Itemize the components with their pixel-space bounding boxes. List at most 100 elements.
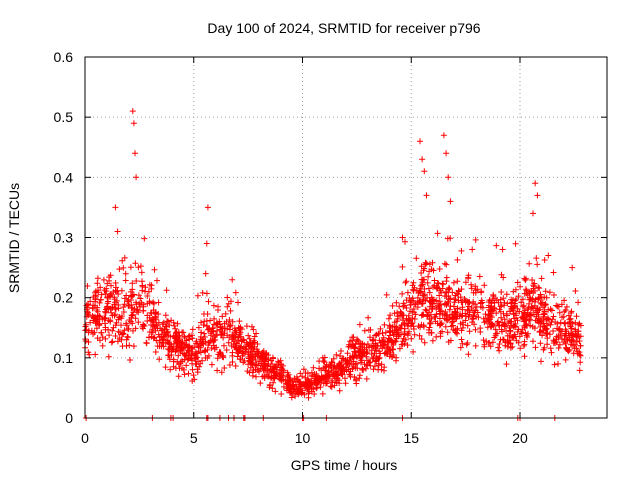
data-point (109, 327, 116, 334)
data-point (501, 316, 508, 323)
data-point (464, 322, 471, 329)
data-point (423, 192, 430, 199)
data-point (399, 263, 406, 270)
data-point (178, 341, 185, 348)
data-point (167, 333, 174, 340)
data-point (523, 332, 530, 339)
data-point (538, 275, 545, 282)
data-point (510, 334, 517, 341)
data-point (393, 331, 400, 338)
data-point (140, 325, 146, 332)
x-tick-label: 20 (512, 430, 528, 446)
data-point (530, 285, 537, 292)
data-point (172, 325, 179, 332)
data-point (547, 345, 554, 352)
data-point (562, 356, 569, 363)
data-point (261, 373, 268, 379)
data-point (543, 294, 550, 301)
data-point (99, 342, 106, 349)
data-point (317, 384, 324, 391)
data-point (226, 362, 233, 368)
data-point (132, 260, 139, 267)
data-point (503, 291, 510, 298)
data-point (408, 335, 415, 342)
data-point (356, 321, 363, 328)
data-point (170, 356, 177, 363)
data-point (501, 299, 508, 306)
data-point (112, 299, 119, 306)
data-point (203, 240, 210, 247)
data-point (426, 268, 433, 275)
data-point (393, 299, 400, 306)
data-point (361, 327, 368, 334)
data-point (414, 304, 421, 311)
data-point (305, 377, 312, 384)
data-point (429, 337, 436, 344)
data-point (468, 281, 475, 288)
data-point (573, 333, 580, 340)
data-point (288, 394, 295, 401)
data-point (144, 300, 151, 307)
data-point (418, 336, 425, 342)
data-point (194, 292, 201, 299)
data-point (575, 299, 582, 306)
data-point (495, 318, 501, 325)
data-point (487, 343, 494, 350)
data-point (521, 310, 528, 317)
data-point (322, 367, 329, 374)
data-point (183, 362, 190, 369)
data-point (433, 304, 440, 311)
data-point (203, 322, 210, 329)
data-point (440, 132, 447, 139)
data-point (348, 360, 355, 367)
data-point (130, 343, 137, 350)
chart-title: Day 100 of 2024, SRMTID for receiver p79… (207, 20, 480, 36)
data-point (121, 301, 128, 308)
data-point (163, 287, 170, 294)
data-point (413, 255, 420, 262)
data-point (426, 289, 433, 296)
data-point (490, 291, 497, 298)
data-point (232, 327, 239, 334)
data-point (195, 348, 202, 355)
data-point (572, 288, 579, 294)
data-point (174, 320, 181, 327)
data-point (423, 260, 430, 267)
data-point (127, 357, 133, 363)
data-point (417, 324, 424, 331)
data-point (296, 388, 303, 395)
data-point (555, 345, 562, 351)
data-point (511, 304, 517, 311)
data-point (336, 387, 343, 394)
data-point (416, 332, 423, 339)
data-point (271, 375, 278, 382)
data-point (438, 320, 445, 327)
data-point (232, 363, 239, 369)
data-point (323, 372, 330, 379)
data-point (154, 277, 160, 284)
data-point (96, 321, 102, 328)
data-point (157, 325, 164, 332)
data-point (224, 294, 231, 301)
data-point (566, 316, 573, 323)
data-point (165, 352, 171, 359)
data-point (366, 359, 373, 366)
data-point (242, 345, 249, 352)
data-point (426, 316, 433, 323)
data-point (278, 377, 285, 384)
data-point (518, 329, 524, 335)
data-point (132, 150, 138, 157)
data-point (341, 368, 348, 375)
data-point (269, 385, 276, 392)
data-point (436, 292, 443, 299)
data-point (125, 325, 132, 332)
data-point (228, 298, 234, 305)
data-point (186, 336, 193, 343)
data-point (208, 345, 215, 351)
data-point (225, 339, 232, 346)
data-point (514, 279, 521, 286)
data-point (562, 307, 569, 314)
data-point (396, 303, 403, 310)
data-point (120, 309, 127, 315)
